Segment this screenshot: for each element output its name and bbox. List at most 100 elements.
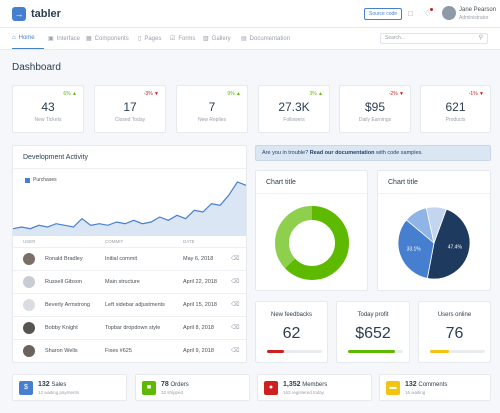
nav-item-documentation[interactable]: ▤ Documentation <box>241 35 290 43</box>
label: Comments <box>418 382 448 388</box>
card-title: Chart title <box>266 179 296 186</box>
trash-icon[interactable]: ⌫ <box>231 256 240 262</box>
card-title: Development Activity <box>23 154 88 161</box>
app-logo[interactable]: → tabler <box>12 7 61 21</box>
avatar <box>23 253 35 265</box>
label: Orders <box>170 382 189 388</box>
user-cell: Ronald Bradley <box>45 256 83 262</box>
nav-item-components[interactable]: ▦ Components <box>86 35 129 43</box>
stat-value: 17 <box>123 100 137 114</box>
column-header-user: User <box>23 239 36 244</box>
stat-value: $95 <box>364 100 386 114</box>
donut-slice <box>275 206 349 280</box>
development-activity-card: Development Activity Purchases User Comm… <box>12 145 247 363</box>
stat-card: -1% ▼ 621 Products <box>420 85 491 133</box>
nav-item-forms[interactable]: ☑ Forms <box>170 35 196 43</box>
logo-icon: → <box>12 7 26 21</box>
count: 78 <box>161 381 169 388</box>
nav-item-pages[interactable]: ▯ Pages <box>138 35 161 43</box>
message-icon: ▬ <box>386 381 400 395</box>
message-icon[interactable]: □ <box>408 9 413 18</box>
metric-value: 62 <box>282 325 301 342</box>
label: Sales <box>51 382 67 388</box>
nav-item-home[interactable]: ⌂ Home <box>12 35 35 41</box>
label: Members <box>302 382 328 388</box>
active-tab-indicator <box>12 48 44 49</box>
donut-chart-card: Chart title <box>255 170 368 291</box>
stat-card: -3% ▼ 17 Closed Today <box>94 85 166 133</box>
count: 132 <box>405 381 417 388</box>
date-cell: April 8, 2018 <box>183 325 214 331</box>
user-cell: Sharon Wells <box>45 348 78 354</box>
file-text-icon: ▤ <box>241 36 247 42</box>
metric-card-profit: Today profit $652 <box>336 301 410 363</box>
orders-sub: 32 shipped <box>161 390 184 395</box>
pie-slice-label: 33.1% <box>407 246 422 252</box>
purchases-line <box>13 181 246 230</box>
image-icon: ▨ <box>203 36 209 42</box>
divider <box>13 293 246 294</box>
bell-icon[interactable]: ♢ <box>424 9 432 18</box>
documentation-link[interactable]: Read our documentation <box>309 150 375 156</box>
progress-bar <box>348 350 403 353</box>
progress-fill <box>267 350 284 353</box>
user-role: Administrator <box>459 15 489 21</box>
commit-cell: Initial commit <box>105 256 138 262</box>
pie-chart-card: Chart title 47.4% 33.1% <box>377 170 491 291</box>
date-cell: May 6, 2018 <box>183 256 214 262</box>
trash-icon[interactable]: ⌫ <box>231 325 240 331</box>
trash-icon[interactable]: ⌫ <box>231 279 240 285</box>
search-input[interactable]: Search... ⚲ <box>380 33 488 44</box>
trash-icon[interactable]: ⌫ <box>231 348 240 354</box>
nav-label: Gallery <box>211 35 231 42</box>
divider <box>13 270 246 271</box>
orders-card: ■ 78 Orders 32 shipped <box>135 374 250 401</box>
divider <box>13 339 246 340</box>
stat-change: 9% ▲ <box>227 91 241 97</box>
nav-item-gallery[interactable]: ▨ Gallery <box>203 35 231 43</box>
members-sub: 163 registered today <box>283 390 325 395</box>
metric-value: $652 <box>355 325 391 342</box>
stat-change: 3% ▲ <box>309 91 323 97</box>
sales-sub: 12 waiting payments <box>38 390 80 395</box>
column-header-commit: Commit <box>105 239 124 244</box>
legend-label: Purchases <box>33 177 57 183</box>
nav-item-interface[interactable]: ▣ Interface <box>48 35 80 43</box>
members-summary: 1,352 Members <box>283 381 327 388</box>
stat-card: 9% ▲ 7 New Replies <box>176 85 248 133</box>
user-cell: Bobby Knight <box>45 325 78 331</box>
pie-chart: 47.4% 33.1% <box>397 206 471 280</box>
stat-card: 6% ▲ 43 New Tickets <box>12 85 84 133</box>
metric-card-users: Users online 76 <box>418 301 491 363</box>
cart-icon: ■ <box>142 381 156 395</box>
stat-card: 3% ▲ 27.3K Followers <box>258 85 330 133</box>
stat-change: -1% ▼ <box>468 91 484 97</box>
card-title: Chart title <box>388 179 418 186</box>
alert-text: Are you in trouble? <box>262 150 309 156</box>
calendar-icon: ▦ <box>86 36 92 42</box>
source-code-button[interactable]: Source code <box>364 8 403 20</box>
comments-sub: 16 waiting <box>405 390 426 395</box>
count: 1,352 <box>283 381 301 388</box>
progress-bar <box>430 350 485 353</box>
stat-change: -2% ▼ <box>388 91 404 97</box>
sales-card: $ 132 Sales 12 waiting payments <box>12 374 127 401</box>
avatar <box>23 322 35 334</box>
alert-text: with code samples. <box>376 150 423 156</box>
commit-cell: Fixes #625 <box>105 348 132 354</box>
stat-value: 43 <box>41 100 55 114</box>
stat-change: -3% ▼ <box>143 91 159 97</box>
stat-label: Followers <box>283 117 305 123</box>
nav-label: Forms <box>178 35 196 42</box>
commit-cell: Main structure <box>105 279 140 285</box>
progress-fill <box>348 350 395 353</box>
box-icon: ▣ <box>48 36 54 42</box>
topbar: → tabler Source code □ ♢ Jane Pearson Ad… <box>0 0 500 28</box>
date-cell: April 15, 2018 <box>183 302 217 308</box>
trash-icon[interactable]: ⌫ <box>231 302 240 308</box>
nav-label: Home <box>18 35 35 41</box>
progress-bar <box>267 350 322 353</box>
avatar[interactable] <box>442 6 456 20</box>
home-icon: ⌂ <box>12 35 16 41</box>
user-name[interactable]: Jane Pearson <box>459 7 497 13</box>
